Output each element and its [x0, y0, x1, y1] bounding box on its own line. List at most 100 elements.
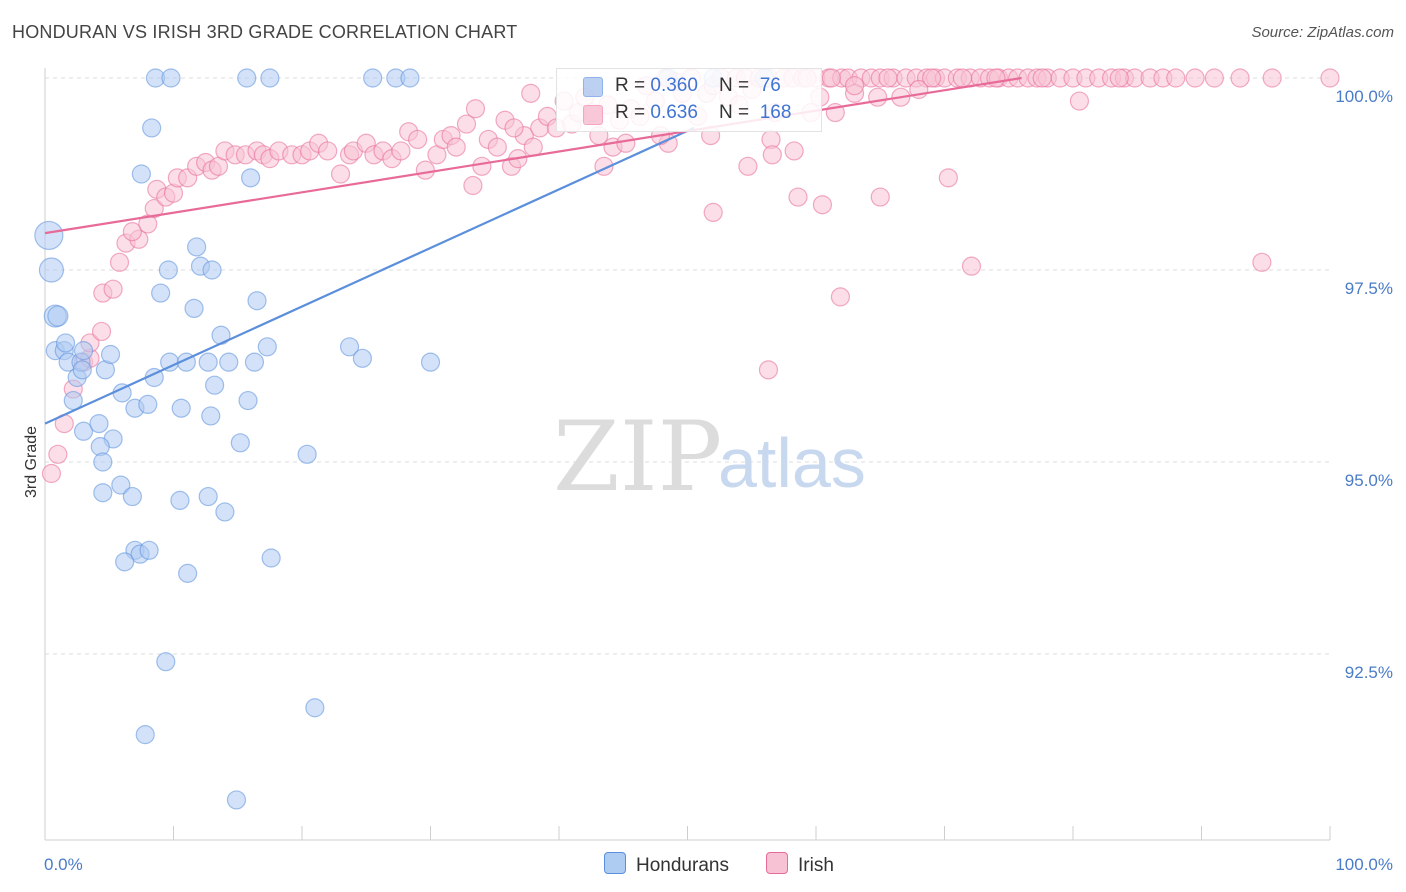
legend-stats: R = 0.360 N = 76 R = 0.636 N = 168 — [556, 68, 822, 132]
hondurans-point-39 — [122, 486, 142, 507]
watermark-atlas: atlas — [718, 424, 866, 502]
hondurans-point-33 — [201, 406, 221, 426]
y-axis-label: 3rd Grade — [23, 426, 40, 498]
hondurans-point-71 — [352, 348, 372, 368]
irish-point-47 — [415, 160, 435, 180]
y-tick-label-1: 95.0% — [1345, 471, 1393, 490]
tick-labels: 92.5% 95.0% 97.5% 100.0% 0.0% 100.0% — [44, 87, 1393, 874]
legend-r-label: R = — [615, 75, 651, 96]
legend-stats-hondurans: R = 0.360 N = 76 — [557, 73, 821, 99]
legend-item-irish[interactable]: Irish — [766, 852, 834, 877]
grid-lines — [45, 77, 1330, 655]
irish-point-158 — [758, 360, 779, 380]
irish-point-163 — [521, 83, 541, 103]
legend-r-value: 0.636 — [650, 102, 698, 123]
hondurans-point-41 — [198, 486, 218, 507]
hondurans-point-60 — [131, 164, 151, 184]
irish-point-53 — [463, 175, 483, 196]
y-tick-label-2: 97.5% — [1345, 279, 1393, 298]
irish-point-146 — [844, 76, 865, 96]
irish-point-13 — [122, 222, 142, 242]
hondurans-point-52 — [226, 790, 247, 810]
hondurans-point-13 — [100, 344, 121, 365]
irish-point-56 — [487, 137, 507, 157]
irish-point-54 — [472, 156, 492, 176]
legend-swatch-hondurans — [604, 852, 626, 874]
legend-item-hondurans[interactable]: Hondurans — [604, 852, 729, 877]
hondurans-point-36 — [297, 444, 317, 464]
y-tick-label-0: 92.5% — [1345, 663, 1393, 682]
irish-point-150 — [738, 156, 758, 176]
irish-point-152 — [788, 187, 808, 207]
irish-point-160 — [465, 99, 486, 119]
x-tick-label-min: 0.0% — [44, 855, 83, 874]
irish-point-155 — [938, 168, 958, 188]
hondurans-point-54 — [151, 283, 171, 303]
irish-point-167 — [878, 68, 898, 88]
irish-point-172 — [1109, 68, 1129, 88]
chart-source: Source: ZipAtlas.com — [1251, 24, 1394, 41]
hondurans-point-22 — [138, 394, 158, 414]
hondurans-point-24 — [160, 352, 180, 372]
legend-label-irish: Irish — [798, 855, 834, 876]
legend-r-label: R = — [615, 102, 651, 123]
chart-title: HONDURAN VS IRISH 3RD GRADE CORRELATION … — [12, 22, 518, 42]
irish-point-132 — [1230, 68, 1250, 88]
irish-point-130 — [1185, 68, 1205, 88]
irish-point-159 — [1252, 252, 1272, 272]
irish-point-134 — [1320, 68, 1340, 88]
hondurans-point-37 — [93, 483, 113, 503]
hondurans-point-62 — [142, 118, 162, 138]
x-tick-label-max: 100.0% — [1335, 855, 1393, 874]
irish-point-133 — [1262, 68, 1282, 88]
hondurans-point-19 — [93, 452, 113, 472]
hondurans-point-49 — [156, 652, 176, 672]
irish-point-169 — [952, 68, 973, 88]
irish-point-61 — [523, 137, 543, 157]
hondurans-point-40 — [170, 490, 190, 510]
irish-point-46 — [408, 129, 428, 150]
irish-point-52 — [456, 114, 477, 134]
hondurans-point-6 — [55, 333, 76, 353]
irish-point-151 — [762, 145, 782, 165]
irish-point-10 — [109, 252, 130, 272]
legend-swatch-irish — [766, 852, 788, 874]
watermark-zip: ZIP — [553, 401, 722, 513]
hondurans-point-59 — [247, 291, 267, 311]
hondurans-point-29 — [219, 352, 239, 372]
hondurans-point-48 — [261, 548, 281, 568]
hondurans-point-11 — [73, 341, 94, 361]
irish-point-170 — [986, 68, 1006, 88]
hondurans-point-61 — [241, 168, 261, 188]
legend-swatch-hondurans — [583, 77, 603, 97]
irish-point-153 — [812, 195, 833, 215]
irish-point-1 — [48, 444, 68, 464]
hondurans-point-64 — [161, 68, 181, 88]
legend-r-value: 0.360 — [650, 75, 698, 96]
irish-point-15 — [144, 198, 164, 219]
hondurans-point-45 — [139, 540, 159, 560]
irish-point-37 — [330, 164, 351, 184]
hondurans-point-30 — [244, 352, 265, 372]
legend-stats-irish: R = 0.636 N = 168 — [557, 102, 821, 128]
irish-point-168 — [922, 68, 942, 88]
hondurans-point-31 — [257, 337, 277, 357]
hondurans-point-69 — [400, 68, 420, 88]
hondurans-point-27 — [205, 375, 225, 395]
hondurans-point-65 — [237, 68, 257, 88]
irish-point-131 — [1204, 68, 1224, 88]
irish-point-145 — [1069, 91, 1090, 111]
hondurans-point-55 — [187, 237, 207, 257]
legend-series: Hondurans Irish — [0, 852, 1406, 878]
watermark: ZIP atlas — [553, 401, 866, 513]
legend-n-value: 168 — [759, 102, 792, 123]
hondurans-point-26 — [198, 352, 218, 372]
legend-swatch-irish — [583, 105, 603, 125]
hondurans-point-51 — [135, 725, 155, 745]
hondurans-point-42 — [215, 502, 235, 522]
axes — [44, 68, 1331, 841]
irish-point-9 — [103, 279, 123, 299]
hondurans-point-47 — [178, 563, 198, 583]
irish-point-129 — [1166, 68, 1186, 88]
